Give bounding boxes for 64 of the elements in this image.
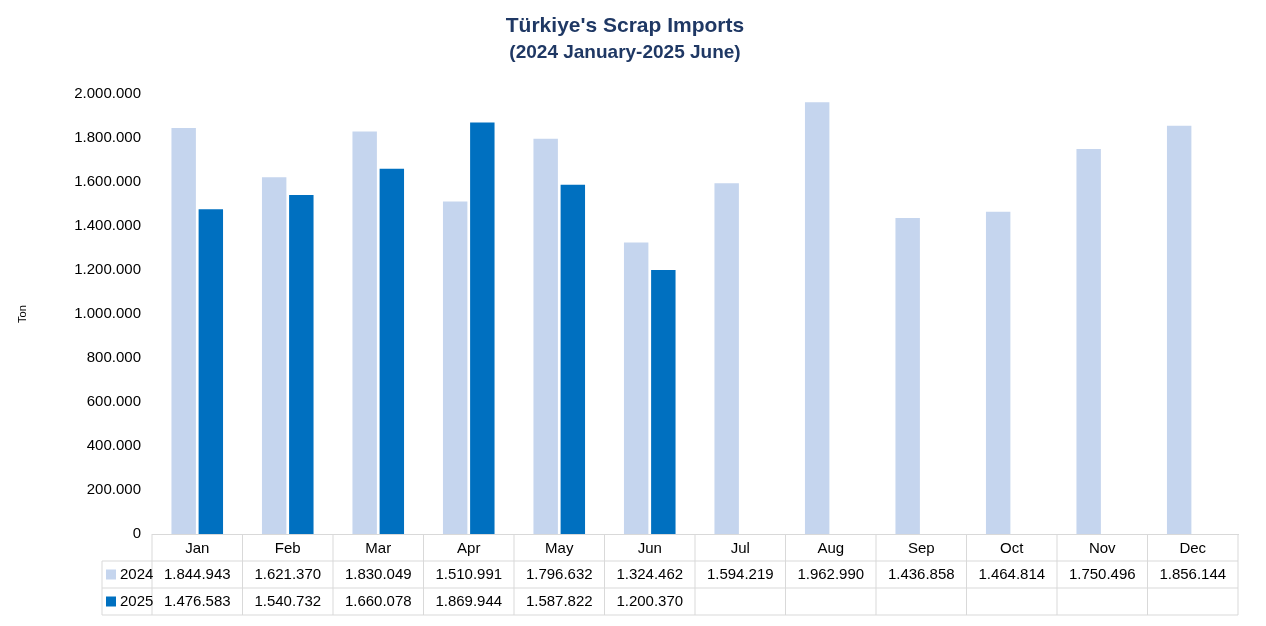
data-label: 1.540.732 — [254, 591, 322, 609]
y-tick-label: 600.000 — [86, 392, 141, 410]
y-tick-label: 1.000.000 — [74, 304, 141, 322]
bar — [261, 177, 287, 534]
data-label: 1.324.462 — [616, 564, 684, 582]
data-label: 1.796.632 — [525, 564, 593, 582]
bar — [289, 195, 314, 534]
bar — [352, 131, 377, 534]
y-tick-label: 400.000 — [86, 436, 141, 454]
y-tick-label: 1.800.000 — [74, 128, 141, 146]
bar — [804, 102, 830, 534]
data-label: 1.869.944 — [435, 591, 503, 609]
data-label: 1.510.991 — [435, 564, 503, 582]
data-label: 1.464.814 — [978, 564, 1046, 582]
y-tick-label: 0 — [132, 524, 141, 542]
x-tick-label: Feb — [274, 539, 301, 557]
data-label: 1.856.144 — [1159, 564, 1227, 582]
chart-title: Türkiye's Scrap Imports — [505, 13, 745, 37]
data-label: 1.844.943 — [163, 564, 231, 582]
x-tick-label: Mar — [365, 539, 392, 557]
bar — [198, 209, 224, 534]
data-label: 1.200.370 — [616, 591, 684, 609]
bar — [470, 122, 495, 534]
y-tick-label: 1.400.000 — [74, 216, 141, 234]
x-tick-label: Jul — [730, 539, 750, 557]
bar — [533, 138, 558, 534]
data-label: 1.594.219 — [706, 564, 774, 582]
x-tick-label: Jun — [637, 539, 662, 557]
x-tick-label: Aug — [817, 539, 845, 557]
bar — [651, 269, 676, 534]
data-label: 1.962.990 — [797, 564, 865, 582]
legend-label: 2025 — [120, 591, 154, 609]
y-tick-label: 1.200.000 — [74, 260, 141, 278]
y-tick-label: 800.000 — [86, 348, 141, 366]
x-tick-label: Dec — [1179, 539, 1207, 557]
y-axis-title: Ton — [15, 305, 28, 323]
data-label: 1.660.078 — [344, 591, 412, 609]
legend-label: 2024 — [120, 564, 154, 582]
data-label: 1.587.822 — [525, 591, 593, 609]
y-tick-label: 2.000.000 — [74, 84, 141, 102]
data-label: 1.830.049 — [344, 564, 412, 582]
x-tick-label: Oct — [1000, 539, 1025, 557]
data-label: 1.476.583 — [163, 591, 231, 609]
x-tick-label: May — [545, 539, 574, 557]
bar — [714, 183, 739, 534]
y-tick-label: 1.600.000 — [74, 172, 141, 190]
data-label: 1.621.370 — [254, 564, 322, 582]
bar — [895, 217, 920, 534]
x-tick-label: Apr — [457, 539, 481, 557]
bar — [379, 168, 405, 534]
bar — [623, 242, 649, 534]
bar — [442, 201, 468, 534]
bar — [1166, 125, 1192, 534]
x-tick-label: Nov — [1088, 539, 1117, 557]
data-label: 1.436.858 — [887, 564, 955, 582]
x-tick-label: Sep — [907, 539, 935, 557]
x-tick-label: Jan — [185, 539, 210, 557]
data-label: 1.750.496 — [1068, 564, 1136, 582]
y-tick-label: 200.000 — [86, 480, 141, 498]
bar — [560, 184, 586, 534]
chart-subtitle: (2024 January-2025 June) — [509, 40, 741, 62]
bar — [1076, 148, 1101, 534]
bar — [985, 211, 1011, 534]
bar — [171, 128, 196, 534]
